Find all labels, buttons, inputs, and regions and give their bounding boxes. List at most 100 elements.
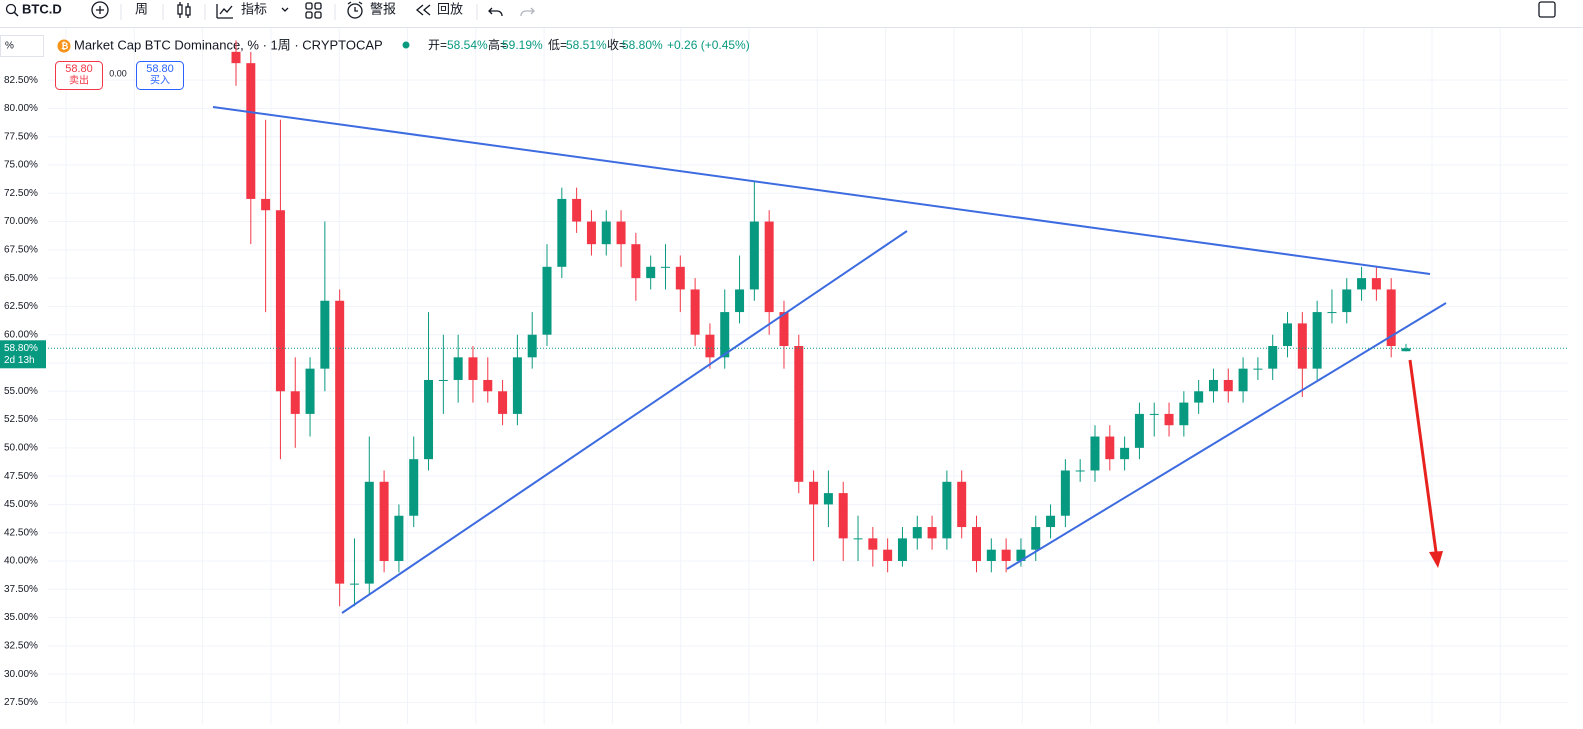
y-tick-label: 72.50% bbox=[4, 188, 38, 199]
buy-price: 58.80 bbox=[146, 63, 174, 75]
y-tick-label: 35.00% bbox=[4, 612, 38, 623]
y-tick-label: 82.50% bbox=[4, 75, 38, 86]
layouts-button[interactable] bbox=[305, 2, 322, 19]
candle bbox=[972, 515, 982, 573]
series-title: Market Cap BTC Dominance, % · 1周 · CRYPT… bbox=[74, 37, 383, 52]
sell-button[interactable]: 58.80 卖出 bbox=[55, 61, 103, 90]
candle-body bbox=[1134, 413, 1144, 448]
trend-line[interactable] bbox=[1006, 302, 1447, 570]
trend-line[interactable] bbox=[341, 230, 908, 614]
candle bbox=[1031, 515, 1041, 561]
candle bbox=[1386, 278, 1396, 358]
candle-icon bbox=[179, 2, 189, 18]
candle-body bbox=[483, 379, 493, 392]
candle bbox=[1312, 300, 1322, 380]
y-tick-label: 60.00% bbox=[4, 329, 38, 340]
toolbar-bg bbox=[0, 0, 1583, 27]
candle bbox=[1016, 538, 1026, 567]
candle-body bbox=[1194, 391, 1204, 403]
trend-line[interactable] bbox=[212, 106, 1431, 275]
redo-button[interactable] bbox=[520, 7, 535, 17]
candle bbox=[231, 40, 241, 86]
candle-body bbox=[1357, 278, 1367, 290]
candle bbox=[1371, 266, 1381, 301]
candle bbox=[720, 289, 730, 369]
candle-body bbox=[1268, 346, 1278, 369]
candle bbox=[1268, 334, 1278, 380]
candle bbox=[927, 515, 937, 550]
candle-body bbox=[1327, 312, 1337, 314]
arrow-shaft[interactable] bbox=[1408, 359, 1438, 553]
candle-body bbox=[1283, 323, 1293, 347]
candle-body bbox=[986, 549, 996, 561]
arrow-head bbox=[1429, 551, 1443, 568]
candle bbox=[868, 527, 878, 567]
candle bbox=[631, 232, 641, 301]
y-tick-label: 55.00% bbox=[4, 386, 38, 397]
dropdown-arrow[interactable] bbox=[281, 7, 289, 12]
candle-body bbox=[601, 221, 611, 245]
y-tick-label: 42.50% bbox=[4, 527, 38, 538]
candle bbox=[275, 119, 285, 460]
candle-body bbox=[557, 198, 567, 267]
candle-body bbox=[320, 300, 330, 369]
candle-body bbox=[409, 459, 419, 516]
candle bbox=[1223, 368, 1233, 403]
replay-button[interactable]: 回放 bbox=[415, 1, 463, 16]
symbol-search[interactable]: BTC.D bbox=[5, 1, 62, 17]
indicators-button[interactable]: 指标 bbox=[216, 1, 267, 19]
candle bbox=[305, 357, 315, 437]
candle bbox=[764, 210, 774, 335]
scale-box[interactable] bbox=[0, 35, 44, 57]
y-tick-label: 77.50% bbox=[4, 131, 38, 142]
candle-body bbox=[942, 481, 952, 539]
chart-type-button[interactable] bbox=[177, 2, 191, 18]
candle bbox=[749, 181, 759, 301]
candle-body bbox=[779, 312, 789, 347]
y-tick-label: 37.50% bbox=[4, 584, 38, 595]
candle bbox=[942, 470, 952, 550]
buy-button[interactable]: 58.80 买入 bbox=[136, 61, 184, 90]
candle-body bbox=[705, 334, 715, 358]
candle bbox=[572, 187, 582, 233]
candle bbox=[1060, 459, 1070, 528]
candle bbox=[586, 210, 596, 256]
candle bbox=[601, 210, 611, 256]
alerts-button[interactable]: 警报 bbox=[347, 1, 396, 19]
undo-button[interactable] bbox=[488, 7, 503, 17]
candle-body bbox=[572, 198, 582, 222]
candle-body bbox=[720, 312, 730, 358]
y-tick-label: 65.00% bbox=[4, 273, 38, 284]
candle-body bbox=[246, 63, 256, 199]
price-axis: 27.50% 30.00% 32.50% 35.00% 37.50% 40.00% 42.5… bbox=[0, 75, 1568, 708]
candle-body bbox=[927, 527, 937, 539]
y-tick-label: 47.50% bbox=[4, 471, 38, 482]
high-value: 59.19% bbox=[502, 38, 543, 52]
candle bbox=[379, 470, 389, 573]
interval-button[interactable]: 周 bbox=[135, 1, 148, 16]
candle-body bbox=[616, 221, 626, 245]
candle bbox=[1134, 402, 1144, 460]
candle bbox=[616, 210, 626, 267]
candle bbox=[364, 436, 374, 595]
add-symbol[interactable] bbox=[91, 1, 109, 19]
low-value: 58.51% bbox=[566, 38, 607, 52]
y-tick-label: 62.50% bbox=[4, 301, 38, 312]
indicators-label: 指标 bbox=[241, 1, 267, 16]
candle-body bbox=[527, 334, 537, 358]
candle-body bbox=[1075, 470, 1085, 472]
btc-icon bbox=[57, 39, 71, 53]
candle-body bbox=[512, 357, 522, 414]
indicator-icon bbox=[216, 4, 233, 19]
fullscreen-button[interactable] bbox=[1538, 1, 1556, 18]
candle-body bbox=[335, 300, 345, 584]
candle bbox=[912, 515, 922, 550]
candle bbox=[1208, 368, 1218, 403]
candle bbox=[1090, 425, 1100, 482]
candle-body bbox=[468, 357, 478, 380]
candle-body bbox=[764, 221, 774, 313]
spread: 0.00 bbox=[109, 68, 127, 78]
scale-label: % bbox=[5, 41, 14, 52]
candle-body bbox=[424, 379, 434, 460]
status-dot bbox=[402, 41, 410, 49]
